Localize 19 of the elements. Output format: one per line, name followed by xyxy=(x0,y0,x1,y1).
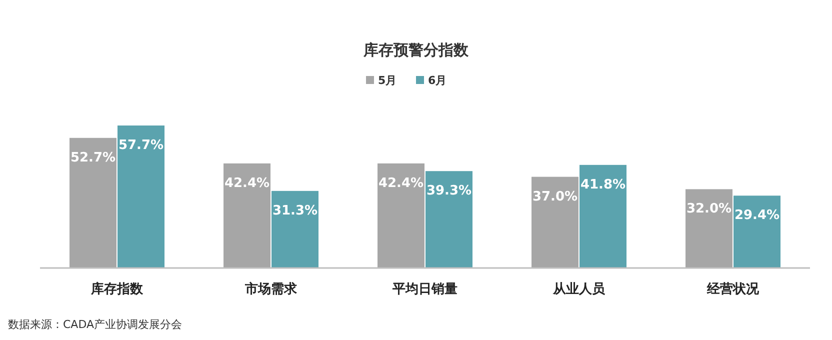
data-label: 37.0% xyxy=(532,189,578,204)
x-tick-label: 平均日销量 xyxy=(392,282,458,297)
data-label: 52.7% xyxy=(70,150,116,166)
x-tick-label: 经营状况 xyxy=(706,281,760,297)
x-tick-label: 从业人员 xyxy=(552,282,606,297)
legend-label: 6月 xyxy=(428,74,447,87)
data-label: 32.0% xyxy=(686,202,732,217)
source-note: 数据来源：CADA产业协调发展分会 xyxy=(8,318,182,331)
data-label: 57.7% xyxy=(118,138,164,153)
data-label: 39.3% xyxy=(426,184,472,199)
x-tick-label: 市场需求 xyxy=(244,281,298,297)
data-label: 42.4% xyxy=(378,176,424,191)
legend-label: 5月 xyxy=(378,74,397,87)
chart-title: 库存预警分指数 xyxy=(362,41,470,59)
data-label: 42.4% xyxy=(224,176,270,191)
data-label: 31.3% xyxy=(272,203,318,218)
data-label: 29.4% xyxy=(734,208,780,224)
x-tick-label: 库存指数 xyxy=(90,281,144,297)
data-label: 41.8% xyxy=(580,177,626,192)
